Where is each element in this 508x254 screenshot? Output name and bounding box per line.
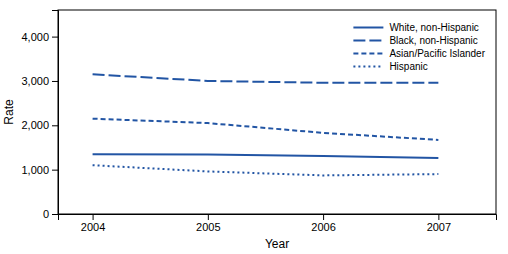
x-axis: 2004 2005 2006 2007 bbox=[59, 214, 497, 233]
x-tick-label: 2007 bbox=[427, 221, 451, 233]
y-axis-title: Rate bbox=[2, 99, 16, 125]
x-tick-mark bbox=[93, 214, 94, 220]
y-axis: 0 1,000 2,000 3,000 4,000 bbox=[21, 11, 58, 221]
x-tick: 2004 bbox=[81, 214, 105, 233]
legend-label: Asian/Pacific Islander bbox=[389, 48, 485, 59]
plot: 2004 2005 2006 2007 0 1,000 2,000 3,000 4,000 Whi… bbox=[21, 10, 496, 233]
y-tick: 3,000 bbox=[21, 75, 58, 87]
series-line bbox=[93, 165, 439, 175]
x-tick: 2006 bbox=[311, 214, 335, 233]
y-tick-label: 1,000 bbox=[21, 164, 49, 176]
x-tick-label: 2005 bbox=[196, 221, 220, 233]
x-tick-label: 2004 bbox=[81, 221, 105, 233]
legend-label: Black, non-Hispanic bbox=[389, 35, 477, 46]
y-tick-label: 3,000 bbox=[21, 75, 49, 87]
chart: 2004 2005 2006 2007 0 1,000 2,000 3,000 4,000 Whi… bbox=[0, 0, 508, 254]
series-line bbox=[93, 154, 439, 158]
x-tick-label: 2006 bbox=[311, 221, 335, 233]
series-line bbox=[93, 119, 439, 140]
y-tick-mark bbox=[52, 37, 58, 38]
y-tick-label: 0 bbox=[43, 208, 49, 220]
y-axis-line bbox=[52, 11, 59, 215]
plot-frame bbox=[58, 10, 496, 214]
legend-swatch bbox=[353, 66, 383, 68]
y-tick-mark bbox=[52, 214, 58, 215]
x-axis-title: Year bbox=[265, 237, 289, 251]
y-tick-label: 2,000 bbox=[21, 119, 49, 131]
legend-label: Hispanic bbox=[389, 61, 427, 72]
x-tick-mark bbox=[323, 214, 324, 220]
legend-swatch bbox=[353, 40, 383, 42]
x-tick: 2005 bbox=[196, 214, 220, 233]
x-tick-mark bbox=[438, 214, 439, 220]
y-tick-label: 4,000 bbox=[21, 31, 49, 43]
x-tick-mark bbox=[208, 214, 209, 220]
y-tick-mark bbox=[52, 170, 58, 171]
y-tick: 1,000 bbox=[21, 164, 58, 176]
y-tick-mark bbox=[52, 81, 58, 82]
lines bbox=[93, 74, 439, 175]
y-tick-mark bbox=[52, 125, 58, 126]
x-tick: 2007 bbox=[427, 214, 451, 233]
legend-background bbox=[348, 16, 490, 78]
y-tick: 2,000 bbox=[21, 119, 58, 131]
y-tick: 4,000 bbox=[21, 31, 58, 43]
legend: White, non-Hispanic Black, non-Hispanic As… bbox=[348, 16, 490, 78]
legend-label: White, non-Hispanic bbox=[389, 22, 478, 33]
y-tick: 0 bbox=[43, 208, 58, 220]
x-axis-line bbox=[59, 215, 497, 221]
legend-swatch bbox=[353, 27, 383, 29]
legend-swatch bbox=[353, 53, 383, 55]
